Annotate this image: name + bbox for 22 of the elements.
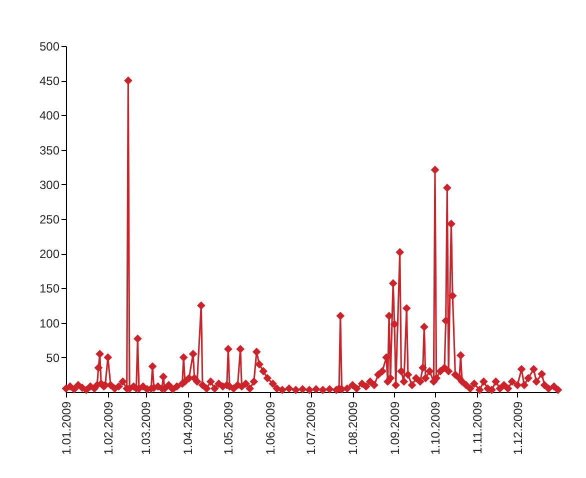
- x-tick-label: 1.08.2009: [346, 401, 360, 455]
- y-tick-label: 450: [39, 74, 60, 88]
- x-tick-label: 1.10.2009: [428, 401, 442, 455]
- x-tick-label: 1.09.2009: [388, 401, 402, 455]
- x-tick-label: 1.02.2009: [101, 401, 116, 455]
- x-tick-label: 1.12.2009: [510, 401, 525, 455]
- x-tick-label: 1.04.2009: [181, 401, 196, 455]
- x-tick-label: 1.03.2009: [139, 401, 154, 455]
- y-tick-label: 50: [46, 350, 60, 365]
- y-tick-label: 250: [39, 212, 60, 226]
- x-tick-label: 1.05.2009: [222, 401, 236, 455]
- x-tick-label: 1.06.2009: [264, 401, 278, 455]
- y-tick-label: 350: [39, 143, 60, 158]
- y-tick-label: 200: [39, 247, 60, 262]
- x-tick-label: 1.11.2009: [470, 401, 484, 454]
- y-tick-label: 500: [39, 40, 60, 54]
- y-tick-label: 100: [39, 316, 60, 330]
- x-tick-label: 1.07.2009: [304, 401, 318, 455]
- y-tick-label: 400: [39, 108, 60, 123]
- y-tick-label: 300: [39, 178, 60, 192]
- x-tick-label: 1.01.2009: [60, 401, 74, 455]
- y-tick-label: 150: [39, 282, 60, 296]
